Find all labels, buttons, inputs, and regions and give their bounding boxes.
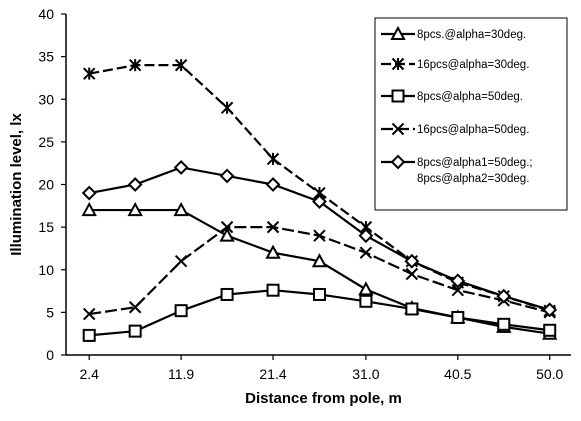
data-point	[220, 287, 234, 301]
data-point	[451, 284, 465, 297]
legend-marker	[391, 89, 405, 103]
data-point	[82, 328, 96, 342]
data-point	[266, 283, 280, 297]
legend-label: 8pcs@alpha1=50deg.;	[417, 157, 533, 169]
data-point	[451, 310, 465, 324]
axes: 0 5 10 15 20 25 30 35 40 2.4 11.9 21.4 31.0 40.5 50.0	[38, 6, 571, 382]
data-point	[174, 255, 188, 268]
y-tick-label: 0	[46, 347, 54, 363]
data-point	[542, 302, 558, 318]
data-point	[404, 253, 420, 269]
data-point	[81, 185, 97, 201]
legend-label-line2: 8pcs@alpha2=30deg.	[417, 173, 529, 185]
data-point	[543, 323, 557, 337]
data-point	[450, 273, 466, 289]
legend-label: 8pcs@alpha=50deg.	[417, 91, 523, 103]
data-point	[265, 177, 281, 192]
data-point	[405, 267, 419, 281]
y-tick-label: 40	[38, 6, 54, 22]
data-point	[358, 228, 374, 244]
data-point	[127, 177, 143, 192]
data-point	[220, 220, 234, 234]
data-point	[496, 288, 512, 304]
legend-marker	[391, 57, 405, 71]
data-point	[219, 227, 235, 242]
data-point	[266, 152, 280, 166]
x-tick-label: 2.4	[79, 366, 99, 382]
legend: 8pcs.@alpha=30deg. 16pcs@alpha=30deg. 8pcs…	[374, 17, 568, 211]
data-point	[128, 324, 142, 338]
series-diamond	[81, 160, 558, 318]
data-point	[173, 160, 189, 175]
y-tick-label: 25	[38, 134, 54, 150]
y-tick-label: 15	[38, 219, 54, 235]
series-line	[89, 208, 550, 335]
data-point	[265, 244, 281, 259]
data-point	[83, 307, 96, 321]
series-square	[82, 283, 557, 342]
data-point	[312, 194, 327, 209]
data-point	[359, 294, 373, 308]
y-tick-label: 30	[38, 91, 54, 107]
legend-marker	[391, 122, 405, 136]
data-point	[219, 168, 235, 184]
y-axis-label: Illumination level, lx	[8, 113, 25, 256]
x-tick-label: 21.4	[259, 366, 286, 382]
y-tick-label: 35	[38, 49, 54, 65]
data-point	[497, 317, 511, 331]
legend-label: 16pcs@alpha=30deg.	[417, 59, 529, 71]
legend-box	[374, 17, 568, 211]
series-triangle	[81, 201, 558, 340]
y-tick-label: 20	[38, 177, 54, 193]
data-point	[81, 201, 97, 217]
data-point	[174, 58, 188, 72]
data-point	[220, 101, 234, 114]
data-point	[173, 201, 189, 217]
y-tick-label: 10	[38, 262, 54, 278]
legend-label: 8pcs.@alpha=30deg.	[417, 29, 526, 41]
legend-marker	[390, 154, 406, 170]
legend-label: 16pcs@alpha=50deg.	[417, 124, 529, 136]
data-point	[359, 246, 373, 259]
data-point	[83, 67, 96, 80]
data-point	[358, 281, 374, 296]
x-tick-label: 40.5	[444, 366, 471, 382]
series-x	[83, 220, 556, 321]
data-point	[128, 301, 142, 314]
data-point	[311, 253, 328, 268]
data-point	[313, 229, 326, 242]
x-tick-label: 11.9	[168, 366, 194, 382]
series-line	[89, 226, 550, 316]
data-point	[128, 58, 142, 72]
data-point	[266, 220, 280, 234]
x-axis-label: Distance from pole, m	[245, 390, 402, 407]
series-layer	[81, 58, 558, 342]
data-point	[127, 201, 143, 217]
legend-marker	[390, 25, 406, 40]
x-tick-label: 31.0	[352, 366, 379, 382]
data-point	[174, 304, 188, 318]
x-tick-label: 50.0	[536, 366, 563, 382]
y-tick-label: 5	[46, 304, 54, 320]
data-point	[312, 287, 326, 301]
data-point	[405, 302, 419, 316]
